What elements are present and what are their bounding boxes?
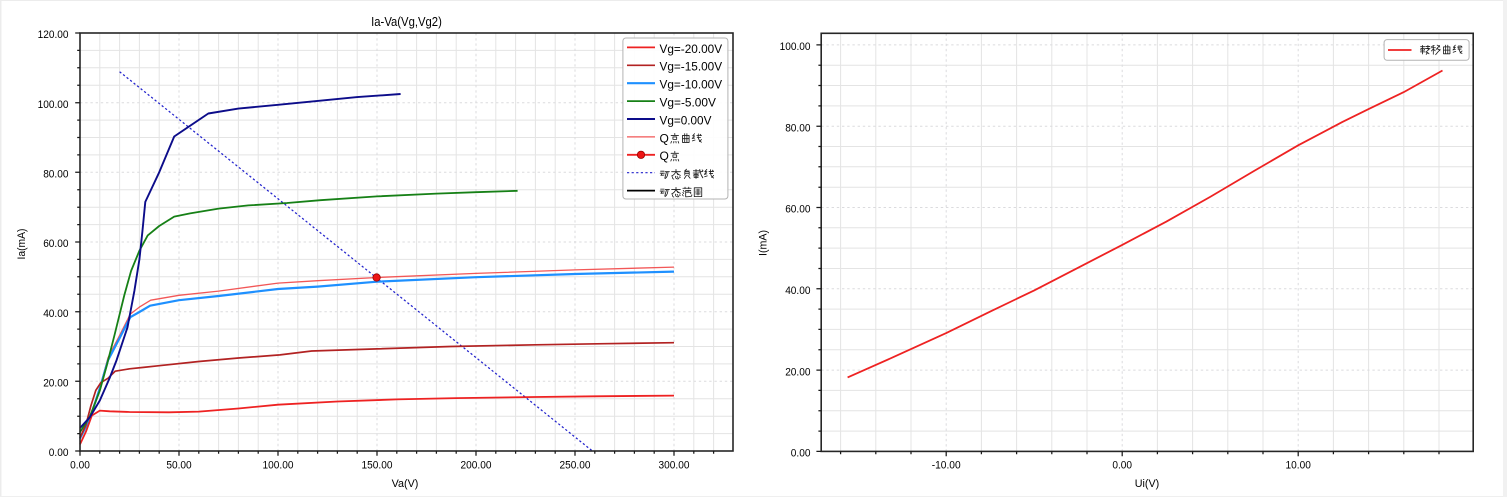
svg-text:100.00: 100.00 [780, 41, 811, 53]
svg-text:Vg=-15.00V: Vg=-15.00V [660, 60, 723, 74]
svg-text:Va(V): Va(V) [392, 478, 419, 490]
svg-text:150.00: 150.00 [362, 459, 393, 471]
svg-text:100.00: 100.00 [263, 459, 294, 471]
svg-text:Vg=-20.00V: Vg=-20.00V [660, 42, 723, 56]
svg-text:Ui(V): Ui(V) [1135, 478, 1160, 490]
svg-text:40.00: 40.00 [43, 308, 68, 320]
svg-text:Vg=-10.00V: Vg=-10.00V [660, 78, 723, 92]
svg-text:300.00: 300.00 [659, 459, 690, 471]
svg-text:0.00: 0.00 [791, 448, 811, 460]
svg-text:80.00: 80.00 [43, 169, 68, 181]
svg-text:-10.00: -10.00 [932, 459, 961, 471]
svg-text:0.00: 0.00 [49, 447, 69, 459]
svg-text:120.00: 120.00 [38, 29, 69, 41]
svg-text:40.00: 40.00 [785, 285, 810, 297]
svg-text:Vg=-5.00V: Vg=-5.00V [660, 96, 716, 110]
svg-text:Q: Q [660, 149, 669, 163]
svg-text:20.00: 20.00 [43, 378, 68, 390]
svg-text:20.00: 20.00 [785, 366, 810, 378]
svg-text:Ia(mA): Ia(mA) [16, 229, 28, 260]
svg-text:Q: Q [660, 131, 669, 145]
svg-text:I(mA): I(mA) [758, 230, 770, 256]
svg-text:200.00: 200.00 [461, 459, 492, 471]
svg-text:60.00: 60.00 [785, 204, 810, 216]
svg-text:80.00: 80.00 [785, 122, 810, 134]
svg-text:60.00: 60.00 [43, 238, 68, 250]
svg-text:0.00: 0.00 [70, 459, 90, 471]
svg-text:100.00: 100.00 [38, 99, 69, 111]
svg-text:0.00: 0.00 [1112, 459, 1132, 471]
svg-text:Vg=0.00V: Vg=0.00V [660, 113, 712, 127]
svg-text:10.00: 10.00 [1286, 459, 1311, 471]
svg-text:250.00: 250.00 [560, 459, 591, 471]
svg-text:Ia-Va(Vg,Vg2): Ia-Va(Vg,Vg2) [371, 14, 442, 29]
svg-text:50.00: 50.00 [166, 459, 191, 471]
